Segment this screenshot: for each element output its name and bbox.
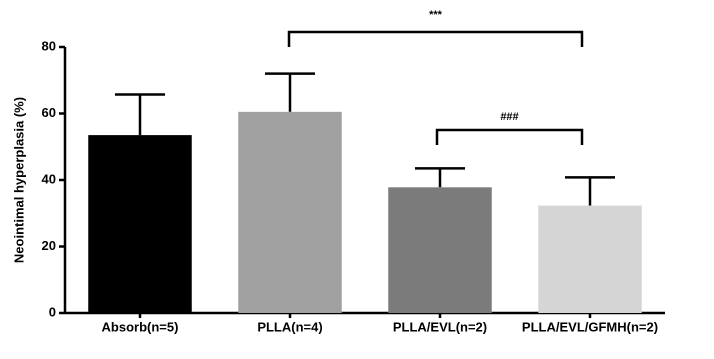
bar xyxy=(538,205,642,313)
bar xyxy=(88,135,192,313)
y-tick-label: 60 xyxy=(42,105,56,120)
x-tick-label: Absorb(n=5) xyxy=(102,319,179,334)
annotation: ### xyxy=(500,111,518,123)
bracket xyxy=(287,30,584,47)
y-axis-label: Neointimal hyperplasia (%) xyxy=(11,97,26,263)
bar xyxy=(238,111,342,314)
x-tick-label: PLLA/EVL/GFMH(n=2) xyxy=(522,319,658,334)
y-tick-label: 40 xyxy=(42,171,56,186)
annotation: *** xyxy=(429,9,443,21)
y-tick-label: 0 xyxy=(49,304,56,319)
bracket xyxy=(435,128,584,145)
y-tick-label: 80 xyxy=(42,38,56,53)
x-tick-label: PLLA(n=4) xyxy=(257,319,322,334)
bar xyxy=(388,187,492,313)
x-tick-label: PLLA/EVL(n=2) xyxy=(393,319,487,334)
y-tick-label: 20 xyxy=(42,238,56,253)
